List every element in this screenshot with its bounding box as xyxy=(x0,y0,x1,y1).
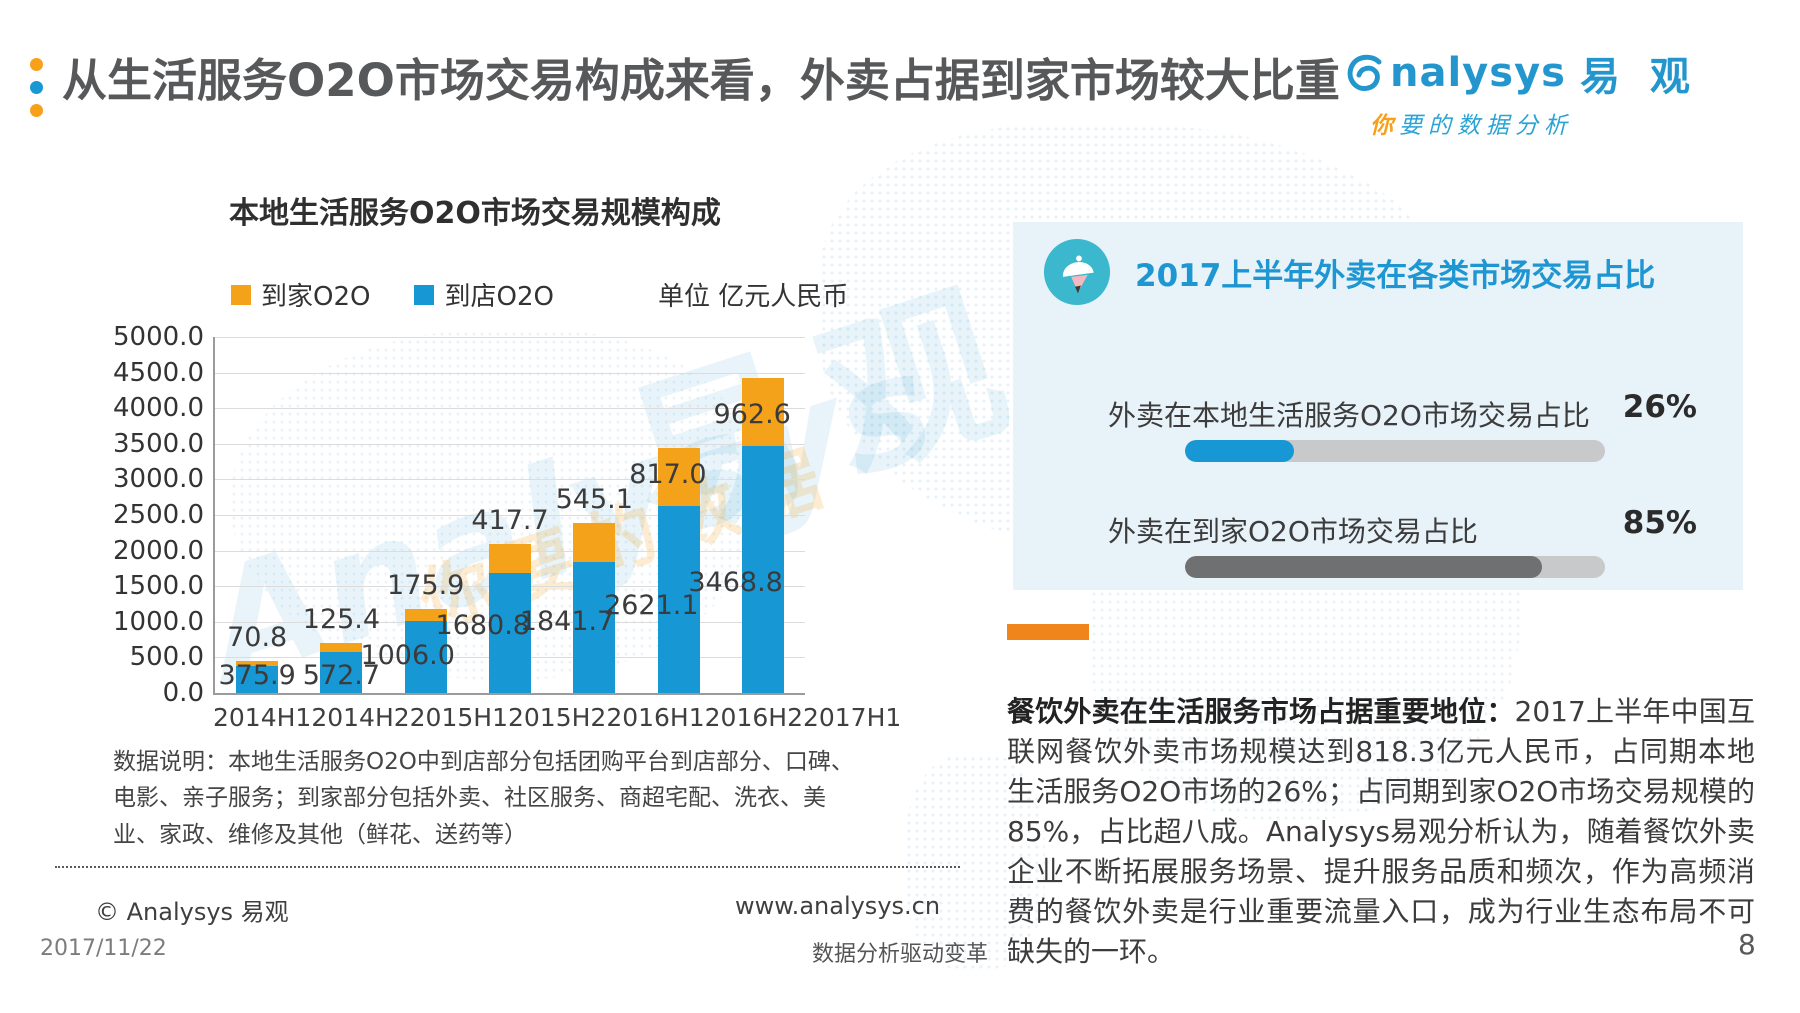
value-label-home: 70.8 xyxy=(227,622,288,654)
legend-label-store: 到店O2O xyxy=(444,282,554,312)
value-label-store: 1006.0 xyxy=(360,640,455,671)
panel-row1-fill xyxy=(1185,440,1295,462)
bar-segment-store xyxy=(236,666,279,693)
analysis-lead: 餐饮外卖在生活服务市场占据重要地位： xyxy=(1007,695,1515,728)
analysys-logo: nalysys 易 观 你要的数据分析 xyxy=(1344,44,1698,140)
panel-row1-label: 外卖在本地生活服务O2O市场交易占比 xyxy=(1108,399,1590,432)
bar-segment-home xyxy=(489,543,531,574)
dotted-divider xyxy=(55,866,960,868)
bar-segment-home xyxy=(573,523,616,562)
gridline xyxy=(215,479,805,481)
legend-item-store: 到店O2O xyxy=(414,276,554,313)
y-tick-label: 1000.0 xyxy=(113,606,204,637)
title-bullet-dots xyxy=(30,58,43,127)
logo-tagline-first: 你 xyxy=(1370,113,1399,139)
panel-row2-value: 85% xyxy=(1622,505,1697,541)
dot-blue xyxy=(30,81,43,94)
bar-segment-store xyxy=(741,446,784,693)
footer-page-number: 8 xyxy=(1738,928,1756,961)
legend-item-home: 到家O2O xyxy=(231,276,370,313)
value-label-store: 3468.8 xyxy=(688,567,783,598)
gridline xyxy=(215,408,805,410)
value-label-home: 962.6 xyxy=(713,399,791,431)
stacked-bar-plot: 70.8 375.9 125.4 572.7 175.9 1006.0 417.7 1680.… xyxy=(213,337,805,695)
bar-segment-store xyxy=(573,561,616,693)
orange-accent-bar xyxy=(1007,624,1089,640)
copyright-text: © Analysys 易观 xyxy=(95,898,289,926)
x-tick-label: 2016H1 xyxy=(606,703,705,732)
analysis-body: 2017上半年中国互联网餐饮外卖市场规模达到818.3亿元人民币，占同期本地生活… xyxy=(1007,695,1755,968)
value-label-home: 417.7 xyxy=(471,504,549,536)
x-tick-label: 2015H1 xyxy=(409,703,508,732)
logo-tagline: 你要的数据分析 xyxy=(1370,106,1698,140)
y-tick-label: 5000.0 xyxy=(113,322,204,352)
panel-row2-fill xyxy=(1185,556,1542,578)
y-tick-label: 4000.0 xyxy=(113,393,204,424)
bar-segment-home xyxy=(404,608,447,622)
x-tick-label: 2016H2 xyxy=(704,703,803,732)
value-label-store: 572.7 xyxy=(302,660,381,691)
x-tick-label: 2017H1 xyxy=(802,703,902,732)
logo-brand-text: nalysys xyxy=(1390,50,1566,96)
page-title: 从生活服务O2O市场交易构成来看，外卖占据到家市场较大比重 xyxy=(62,54,1340,107)
panel-row2-label: 外卖在到家O2O市场交易占比 xyxy=(1108,515,1478,548)
y-tick-label: 4500.0 xyxy=(113,357,204,388)
y-tick-label: 2000.0 xyxy=(113,535,204,566)
gridline xyxy=(215,443,805,445)
dot-orange xyxy=(30,58,43,71)
panel-row1-progressbar xyxy=(1185,440,1605,462)
y-tick-label: 1500.0 xyxy=(113,571,204,602)
dot-orange xyxy=(30,104,43,117)
panel-row1-value: 26% xyxy=(1622,389,1697,425)
legend-swatch-home xyxy=(231,284,251,305)
value-label-home: 125.4 xyxy=(302,604,381,636)
takeout-share-panel: 2017上半年外卖在各类市场交易占比 外卖在本地生活服务O2O市场交易占比 26… xyxy=(1013,222,1743,590)
panel-row2-progressbar xyxy=(1185,556,1605,578)
logo-brand-cn: 易 观 xyxy=(1579,54,1698,100)
chart-note: 数据说明：本地生活服务O2O中到店部分包括团购平台到店部分、口碑、电影、亲子服务… xyxy=(113,749,854,848)
value-label-home: 545.1 xyxy=(555,484,633,516)
chart-unit-label: 单位 亿元人民币 xyxy=(657,282,849,312)
legend-swatch-store xyxy=(414,284,435,305)
bar-segment-home xyxy=(741,377,784,447)
value-label-store: 1680.8 xyxy=(435,610,530,641)
value-label-store: 375.9 xyxy=(218,660,296,691)
website-link[interactable]: www.analysys.cn xyxy=(735,892,941,920)
x-tick-label: 2014H2 xyxy=(311,703,410,732)
x-tick-label: 2014H1 xyxy=(213,703,312,732)
gridline xyxy=(215,337,805,338)
bar-segment-home xyxy=(657,448,700,507)
value-label-home: 175.9 xyxy=(387,569,465,601)
y-axis-labels: 5000.0 4500.0 4000.0 3500.0 3000.0 2500.0 2000… xyxy=(78,323,204,707)
x-tick-label: 2015H2 xyxy=(507,703,607,732)
chart-legend: 到家O2O 到店O2O 单位 亿元人民币 xyxy=(231,276,848,313)
footer-slogan: 数据分析驱动变革 xyxy=(811,942,988,967)
logo-swirl-icon xyxy=(1347,54,1382,91)
chart-title: 本地生活服务O2O市场交易规模构成 xyxy=(229,196,721,231)
logo-tagline-rest: 要的数据分析 xyxy=(1399,113,1573,139)
legend-label-home: 到家O2O xyxy=(261,282,371,312)
bar-segment-store xyxy=(489,573,531,693)
y-tick-label: 3000.0 xyxy=(113,464,204,495)
value-label-store: 1841.7 xyxy=(519,606,615,637)
footer-date: 2017/11/22 xyxy=(40,936,167,961)
analysis-paragraph: 餐饮外卖在生活服务市场占据重要地位：2017上半年中国互联网餐饮外卖市场规模达到… xyxy=(1007,692,1755,972)
bar-segment-home xyxy=(236,661,279,667)
y-tick-label: 3500.0 xyxy=(113,428,204,459)
value-label-home: 817.0 xyxy=(629,459,707,491)
value-label-store: 2621.1 xyxy=(604,590,699,621)
bar-segment-store xyxy=(320,652,363,693)
bar-segment-home xyxy=(320,643,363,653)
bar-segment-store xyxy=(657,506,700,693)
panel-title: 2017上半年外卖在各类市场交易占比 xyxy=(1135,258,1656,294)
x-axis-labels: 2014H1 2014H2 2015H1 2015H2 2016H1 2016H2 2017… xyxy=(213,703,901,732)
gridline xyxy=(215,372,805,374)
bar-segment-store xyxy=(404,621,447,693)
food-cloche-icon xyxy=(1043,238,1111,306)
y-tick-label: 500.0 xyxy=(129,642,204,673)
gridline xyxy=(215,515,805,516)
y-tick-label: 0.0 xyxy=(162,678,204,708)
y-tick-label: 2500.0 xyxy=(113,500,204,530)
